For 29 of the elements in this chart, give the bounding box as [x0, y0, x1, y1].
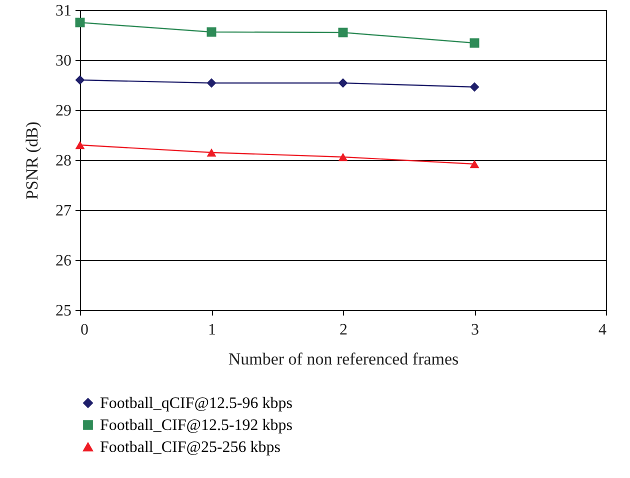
y-tick-label: 25	[56, 302, 72, 320]
x-axis-title: Number of non referenced frames	[228, 350, 459, 368]
legend-label: Football_CIF@25-256 kbps	[100, 439, 281, 456]
point	[206, 78, 216, 88]
point	[470, 82, 480, 92]
point	[470, 38, 480, 48]
point	[206, 148, 216, 157]
point	[75, 18, 85, 28]
point	[470, 160, 480, 168]
y-tick-label: 29	[56, 102, 72, 120]
point	[75, 75, 85, 85]
x-tick-label: 4	[598, 322, 606, 338]
y-tick-label: 26	[56, 252, 72, 270]
legend-label: Football_qCIF@12.5-96 kbps	[100, 395, 293, 412]
y-tick-label: 30	[56, 52, 72, 70]
point	[75, 140, 85, 150]
y-tick-label: 28	[56, 152, 72, 170]
x-tick-label: 2	[340, 322, 348, 338]
point	[338, 152, 348, 162]
legend-label: Football_CIF@12.5-192 kbps	[100, 417, 293, 434]
x-tick-label: 3	[471, 322, 479, 338]
x-tick-label: 0	[80, 322, 88, 338]
y-tick-label: 27	[56, 202, 72, 220]
point	[206, 27, 216, 37]
x-tick-label: 1	[208, 322, 216, 338]
y-axis-title: PSNR (dB)	[22, 122, 42, 200]
point	[338, 78, 348, 88]
y-tick-label: 31	[56, 2, 72, 20]
point	[338, 28, 348, 38]
